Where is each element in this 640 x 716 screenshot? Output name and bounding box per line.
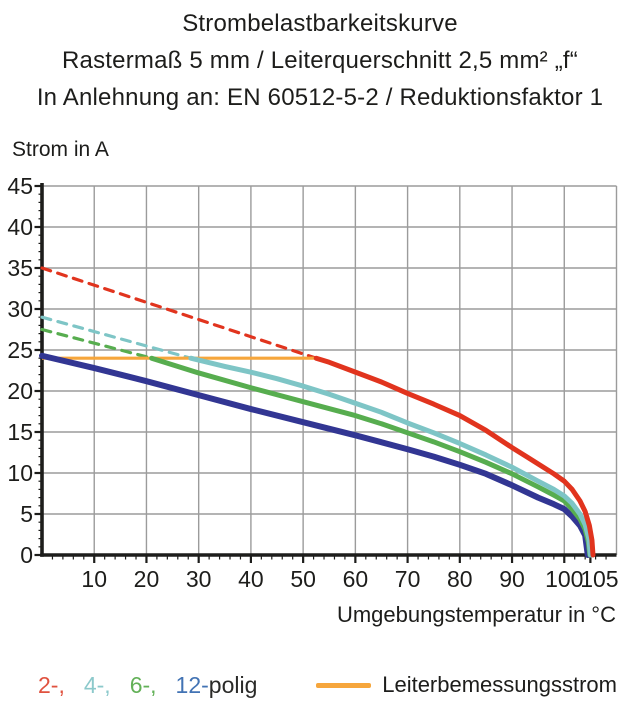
legend-item-6-polig: 6-, — [129, 672, 157, 698]
pole-count-legend: 2-, 4-, 6-, 12- polig — [38, 672, 257, 699]
curve-2-polig-dashed — [40, 266, 318, 360]
y-axis-title: Strom in A — [12, 138, 109, 161]
rated-current-legend: Leiterbemessungsstrom — [316, 672, 617, 698]
rated-current-line-swatch — [316, 682, 372, 688]
y-tick-label: 35 — [7, 255, 33, 281]
x-tick-label: 80 — [447, 566, 473, 592]
y-tick-label: 45 — [7, 173, 33, 199]
y-tick-label: 30 — [7, 296, 33, 322]
legend-item-4-polig: 4-, — [83, 672, 111, 698]
curve-4-polig — [188, 355, 593, 558]
curve-2-polig — [313, 355, 596, 558]
y-tick-label: 0 — [20, 542, 33, 568]
curve-4-polig-dashed — [40, 315, 193, 360]
x-tick-label: 30 — [186, 566, 212, 592]
legend-item-12-polig: 12- — [175, 672, 209, 698]
x-tick-label: 60 — [343, 566, 369, 592]
legend-suffix-polig: polig — [208, 672, 258, 698]
y-tick-label: 25 — [7, 337, 33, 363]
chart-title-line-3: In Anlehnung an: EN 60512-5-2 / Reduktio… — [36, 84, 604, 111]
x-tick-label: 10 — [81, 566, 107, 592]
legend-item-2-polig: 2-, — [38, 672, 65, 698]
x-tick-label: 100 — [545, 566, 583, 592]
curve-6-polig-dashed — [40, 327, 154, 360]
y-tick-label: 5 — [20, 501, 33, 527]
chart-title-line-2: Rastermaß 5 mm / Leiterquerschnitt 2,5 m… — [62, 47, 578, 74]
x-tick-label: 50 — [290, 566, 316, 592]
rated-current-label: Leiterbemessungsstrom — [382, 672, 617, 697]
x-tick-label: 105 — [580, 566, 618, 592]
x-tick-label: 90 — [499, 566, 525, 592]
y-tick-label: 15 — [7, 419, 33, 445]
x-tick-label: 40 — [238, 566, 264, 592]
y-tick-label: 40 — [7, 214, 33, 240]
x-axis-title: Umgebungstemperatur in °C — [336, 602, 616, 627]
x-tick-label: 70 — [395, 566, 421, 592]
curve-12-polig — [39, 352, 591, 558]
x-tick-label: 20 — [134, 566, 160, 592]
chart-title-line-1: Strombelastbarkeitskurve — [182, 10, 458, 37]
y-tick-label: 10 — [7, 460, 33, 486]
y-tick-label: 20 — [7, 378, 33, 404]
chart-title-block: Strombelastbarkeitskurve Rastermaß 5 mm … — [0, 5, 640, 116]
